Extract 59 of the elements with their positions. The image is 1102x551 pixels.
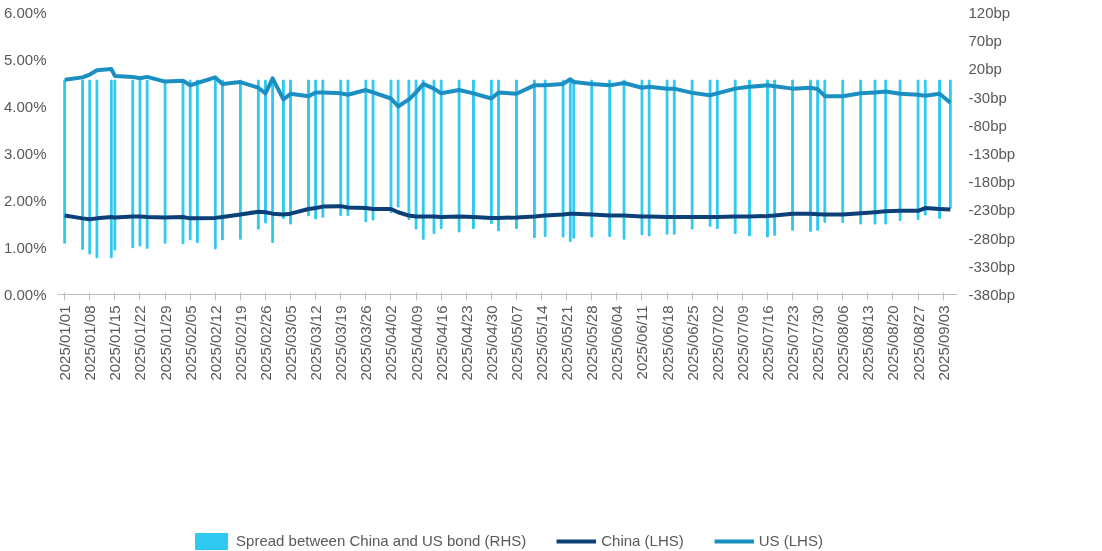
x-tick-label: 2025/09/03 bbox=[934, 305, 952, 381]
y2-tick-label: -30bp bbox=[968, 88, 1007, 106]
x-tick-label: 2025/08/27 bbox=[909, 305, 927, 381]
legend-label: US (LHS) bbox=[758, 532, 823, 550]
x-tick-label: 2025/02/12 bbox=[206, 305, 224, 381]
x-tick-label: 2025/03/26 bbox=[357, 305, 375, 381]
x-tick-label: 2025/01/29 bbox=[156, 305, 174, 381]
y2-tick-label: -230bp bbox=[968, 201, 1016, 219]
x-tick-label: 2025/02/19 bbox=[231, 305, 249, 381]
y-tick-label: 2.00% bbox=[3, 192, 47, 209]
x-tick-label: 2025/01/15 bbox=[106, 305, 124, 381]
y2-tick-label: -180bp bbox=[968, 173, 1016, 191]
x-tick-label: 2025/04/09 bbox=[407, 305, 425, 381]
x-tick-label: 2025/07/09 bbox=[733, 305, 751, 381]
line-series bbox=[62, 66, 953, 109]
y2-tick-label: -380bp bbox=[968, 286, 1016, 303]
x-tick-label: 2025/05/14 bbox=[533, 305, 551, 381]
x-tick-label: 2025/04/23 bbox=[457, 305, 475, 381]
x-tick-label: 2025/07/16 bbox=[758, 305, 776, 381]
x-tick-label: 2025/06/18 bbox=[658, 305, 676, 381]
y-tick-label: 1.00% bbox=[3, 239, 47, 256]
y2-tick-label: -80bp bbox=[968, 116, 1007, 134]
x-tick-label: 2025/04/30 bbox=[482, 305, 500, 381]
x-tick-label: 2025/08/06 bbox=[834, 305, 852, 381]
x-tick-label: 2025/03/19 bbox=[332, 305, 350, 381]
x-tick-label: 2025/02/05 bbox=[181, 305, 199, 381]
x-tick-label: 2025/03/05 bbox=[282, 305, 300, 381]
x-tick-label: 2025/05/28 bbox=[583, 305, 601, 381]
y2-tick-label: 120bp bbox=[968, 4, 1011, 21]
x-tick-label: 2025/07/30 bbox=[809, 305, 827, 381]
legend-label: China (LHS) bbox=[601, 532, 684, 550]
x-tick-label: 2025/05/21 bbox=[558, 305, 576, 381]
x-tick-label: 2025/05/07 bbox=[507, 305, 525, 381]
x-tick-label: 2025/01/01 bbox=[56, 305, 74, 381]
y-tick-label: 0.00% bbox=[3, 286, 47, 303]
y2-tick-label: -280bp bbox=[968, 229, 1016, 247]
x-tick-label: 2025/02/26 bbox=[256, 305, 274, 381]
y2-tick-label: -330bp bbox=[968, 257, 1016, 275]
x-tick-label: 2025/01/08 bbox=[81, 305, 99, 381]
x-tick-label: 2025/07/23 bbox=[784, 305, 802, 381]
y2-tick-label: 20bp bbox=[968, 60, 1002, 78]
x-tick-label: 2025/06/25 bbox=[683, 305, 701, 381]
y-tick-label: 5.00% bbox=[3, 51, 47, 68]
x-tick-label: 2025/06/11 bbox=[633, 305, 651, 380]
legend-label: Spread between China and US bond (RHS) bbox=[236, 532, 527, 550]
y-tick-label: 3.00% bbox=[3, 145, 47, 162]
y-tick-label: 6.00% bbox=[3, 4, 47, 21]
x-tick-label: 2025/06/04 bbox=[608, 305, 626, 381]
x-tick-label: 2025/07/02 bbox=[708, 305, 726, 381]
x-tick-label: 2025/01/22 bbox=[131, 305, 149, 381]
x-tick-label: 2025/04/02 bbox=[382, 305, 400, 381]
y2-tick-label: -130bp bbox=[968, 145, 1016, 162]
x-tick-label: 2025/08/20 bbox=[884, 305, 902, 381]
y-tick-label: 4.00% bbox=[3, 98, 47, 115]
line-series bbox=[62, 204, 953, 222]
y2-tick-label: 70bp bbox=[968, 32, 1002, 50]
x-tick-label: 2025/08/13 bbox=[859, 305, 877, 381]
x-tick-label: 2025/04/16 bbox=[432, 305, 450, 381]
x-tick-label: 2025/03/12 bbox=[307, 305, 325, 381]
